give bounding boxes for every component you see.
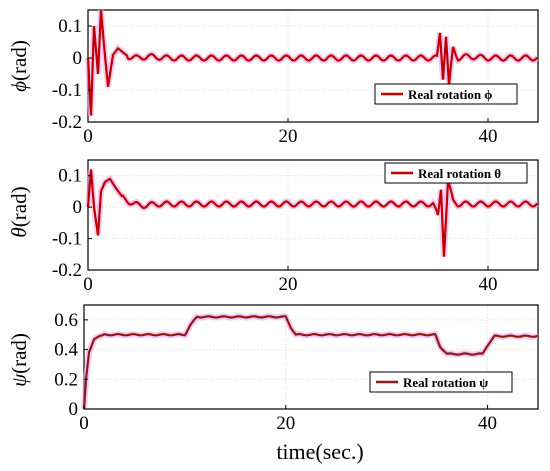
psi-ytick-label: 0.6 (54, 310, 78, 331)
theta-ylabel: θ(rad) (7, 186, 31, 237)
theta-ytick-label: 0 (73, 197, 83, 218)
phi-panel: 0.10-0.1-0.20 20 40 ϕ(rad) Real rotation ϕ (7, 9, 539, 147)
psi-xlabel: time(sec.) (276, 439, 363, 464)
theta-xtick-label: 40 (479, 274, 498, 295)
phi-legend-box (374, 83, 518, 105)
phi-ytick-label: 0.1 (58, 16, 82, 37)
phi-ytick-label: 0 (73, 48, 83, 69)
phi-legend-label: Real rotation ϕ (408, 87, 492, 102)
theta-ytick-label: 0.1 (58, 166, 82, 187)
phi-xtick-label: 0 (83, 126, 93, 147)
theta-ytick-label: -0.2 (52, 260, 82, 281)
psi-xtick-label: 0 (79, 413, 89, 434)
phi-ytick-label: -0.1 (52, 80, 82, 101)
theta-legend-label: Real rotation θ (418, 166, 501, 181)
phi-legend: Real rotation ϕ (374, 83, 518, 105)
theta-legend-box (384, 162, 528, 184)
psi-xtick-label: 40 (478, 413, 497, 434)
psi-series-line (82, 315, 538, 410)
psi-ylabel: ψ(rad) (7, 333, 31, 387)
theta-plot-frame (87, 159, 539, 271)
psi-legend-box (369, 371, 513, 393)
psi-series-shadow (81, 313, 538, 410)
theta-panel: 0.10-0.1-0.20 20 40 θ(rad) Real rotation θ (7, 159, 539, 295)
phi-xtick-label: 40 (479, 126, 498, 147)
theta-xtick-label: 20 (279, 274, 298, 295)
phi-ylabel: ϕ(rad) (7, 40, 31, 92)
psi-plot-frame (83, 304, 539, 410)
phi-series-line (86, 9, 539, 116)
theta-series-line (86, 169, 539, 257)
phi-xtick-label: 20 (279, 126, 298, 147)
psi-ytick-label: 0.2 (54, 369, 78, 390)
phi-plot-frame (87, 9, 539, 123)
phi-ytick-label: -0.2 (52, 112, 82, 133)
theta-xtick-label: 0 (83, 274, 93, 295)
psi-ytick-label: 0 (69, 399, 79, 420)
psi-xtick-label: 20 (276, 413, 295, 434)
psi-panel: 0.6 0.4 0.2 00 20 40 ψ(rad) Real rotation ψ t… (7, 304, 539, 464)
theta-ytick-label: -0.1 (52, 229, 82, 250)
theta-legend: Real rotation θ (384, 162, 528, 184)
psi-ytick-label: 0.4 (54, 340, 78, 361)
psi-legend: Real rotation ψ (369, 371, 513, 393)
psi-legend-label: Real rotation ψ (403, 375, 488, 390)
